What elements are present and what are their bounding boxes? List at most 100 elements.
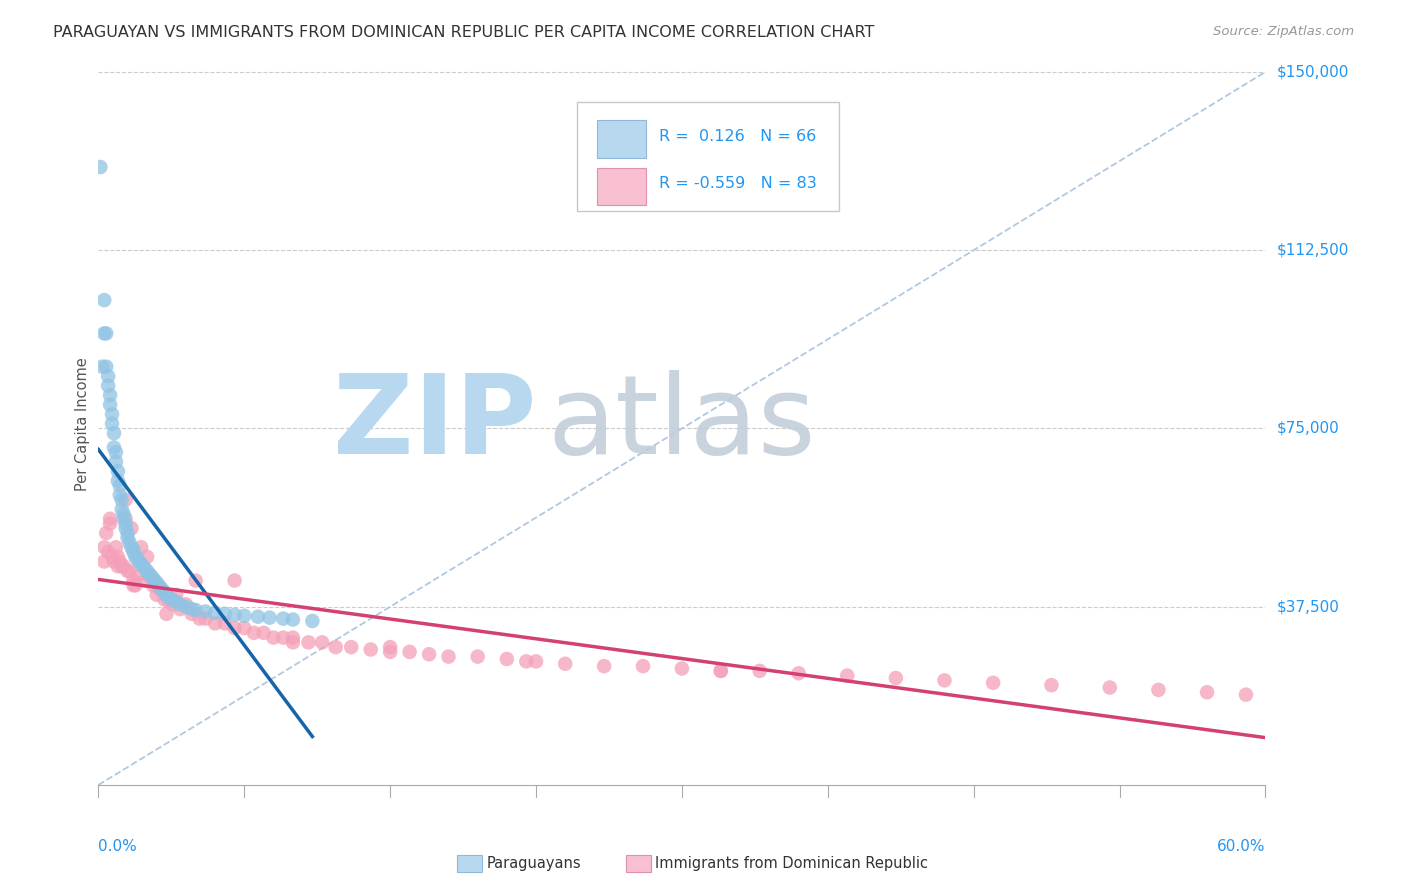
Point bbox=[143, 574, 166, 588]
Point bbox=[104, 455, 127, 469]
Point bbox=[496, 652, 519, 666]
Point bbox=[162, 598, 184, 612]
Point bbox=[233, 621, 256, 635]
Point bbox=[108, 478, 131, 492]
Point bbox=[1098, 681, 1121, 695]
Text: atlas: atlas bbox=[548, 370, 817, 477]
Point bbox=[162, 592, 184, 607]
Point bbox=[184, 574, 207, 588]
Point bbox=[111, 502, 134, 516]
Point bbox=[593, 659, 616, 673]
Point bbox=[710, 664, 733, 678]
Point bbox=[180, 607, 202, 621]
Point bbox=[174, 599, 197, 614]
Point bbox=[101, 549, 124, 564]
Point bbox=[97, 545, 120, 559]
Point bbox=[148, 578, 170, 592]
Point bbox=[121, 521, 143, 535]
Text: $37,500: $37,500 bbox=[1277, 599, 1340, 615]
Point bbox=[165, 588, 187, 602]
Point bbox=[214, 616, 236, 631]
Point bbox=[96, 526, 118, 541]
Point bbox=[180, 602, 202, 616]
Y-axis label: Per Capita Income: Per Capita Income bbox=[75, 357, 90, 491]
Point bbox=[1234, 688, 1257, 702]
Point bbox=[103, 426, 125, 441]
Point bbox=[138, 566, 160, 581]
Text: 0.0%: 0.0% bbox=[98, 839, 138, 855]
Point bbox=[311, 635, 333, 649]
Point bbox=[103, 441, 125, 455]
Point bbox=[418, 647, 440, 661]
Point bbox=[117, 526, 139, 541]
Text: PARAGUAYAN VS IMMIGRANTS FROM DOMINICAN REPUBLIC PER CAPITA INCOME CORRELATION C: PARAGUAYAN VS IMMIGRANTS FROM DOMINICAN … bbox=[53, 25, 875, 40]
Point bbox=[157, 592, 180, 607]
Point bbox=[107, 549, 129, 564]
Point bbox=[93, 326, 115, 341]
Point bbox=[129, 557, 152, 571]
Point bbox=[281, 631, 304, 645]
Point bbox=[132, 559, 155, 574]
Point bbox=[631, 659, 654, 673]
Point bbox=[188, 611, 211, 625]
Point bbox=[122, 542, 145, 557]
Point bbox=[153, 592, 176, 607]
Point bbox=[136, 549, 159, 564]
Point bbox=[104, 445, 127, 459]
Point bbox=[149, 581, 172, 595]
Point bbox=[271, 631, 294, 645]
Point bbox=[138, 569, 160, 583]
Point bbox=[301, 614, 323, 628]
Point bbox=[340, 640, 363, 654]
Point bbox=[1040, 678, 1063, 692]
Point bbox=[129, 541, 152, 555]
Point bbox=[111, 559, 134, 574]
Point bbox=[380, 640, 402, 654]
Text: R =  0.126   N = 66: R = 0.126 N = 66 bbox=[658, 128, 815, 144]
Point bbox=[93, 555, 115, 569]
Point bbox=[101, 407, 124, 421]
Point bbox=[108, 555, 131, 569]
Text: 60.0%: 60.0% bbox=[1218, 839, 1265, 855]
Point bbox=[127, 552, 149, 566]
Point bbox=[398, 645, 420, 659]
Point bbox=[136, 564, 159, 578]
Point bbox=[139, 569, 162, 583]
Point bbox=[194, 604, 217, 618]
Point bbox=[169, 598, 191, 612]
Point bbox=[360, 642, 382, 657]
Point bbox=[98, 516, 121, 531]
Point bbox=[157, 591, 180, 605]
Text: Source: ZipAtlas.com: Source: ZipAtlas.com bbox=[1213, 25, 1354, 38]
Point bbox=[142, 571, 165, 585]
Point bbox=[117, 564, 139, 578]
Point bbox=[246, 609, 269, 624]
Point bbox=[204, 616, 226, 631]
Point bbox=[124, 549, 146, 564]
Point bbox=[325, 640, 347, 654]
Text: Immigrants from Dominican Republic: Immigrants from Dominican Republic bbox=[655, 856, 928, 871]
Point bbox=[134, 562, 156, 576]
Point bbox=[204, 606, 226, 620]
Point bbox=[118, 535, 141, 549]
Point bbox=[114, 512, 136, 526]
Point bbox=[93, 541, 115, 555]
Point bbox=[122, 545, 145, 559]
Point bbox=[104, 541, 127, 555]
Point bbox=[981, 675, 1004, 690]
Point bbox=[96, 326, 118, 341]
Point bbox=[194, 611, 217, 625]
Point bbox=[710, 664, 733, 678]
Point bbox=[91, 359, 114, 374]
Point bbox=[262, 631, 284, 645]
Point bbox=[224, 621, 246, 635]
Point bbox=[103, 555, 125, 569]
Point bbox=[98, 388, 121, 402]
Point bbox=[122, 574, 145, 588]
Point bbox=[98, 512, 121, 526]
Point bbox=[748, 664, 770, 678]
Point bbox=[380, 645, 402, 659]
Point bbox=[118, 564, 141, 578]
Point bbox=[114, 516, 136, 531]
Point bbox=[174, 598, 197, 612]
